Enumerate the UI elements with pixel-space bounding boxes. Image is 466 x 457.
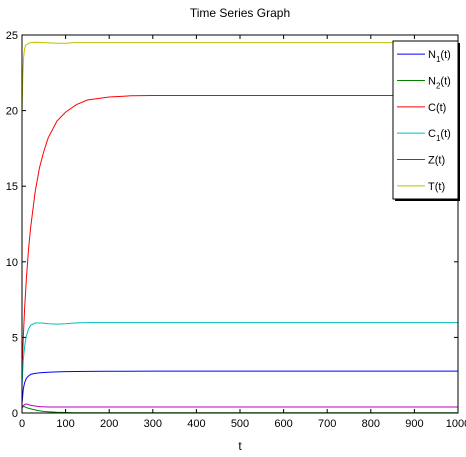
x-tick-label: 400 [187, 418, 205, 430]
series-line-6 [21, 41, 458, 114]
y-tick-label: 10 [6, 257, 18, 269]
y-tick-label: 25 [6, 30, 18, 42]
x-axis-title: t [238, 439, 242, 453]
x-tick-label: 900 [405, 418, 423, 430]
y-tick-label: 0 [12, 408, 18, 420]
series-line-4 [21, 322, 458, 386]
legend-label-4: C1(t) [428, 128, 451, 143]
x-tick-label: 300 [144, 418, 162, 430]
series-line-1 [21, 370, 458, 404]
x-tick-label: 100 [56, 418, 74, 430]
x-tick-label: 200 [100, 418, 118, 430]
y-tick-label: 5 [12, 332, 18, 344]
legend: N1(t) N2(t) C(t) C1(t) Z(t) T(t) [392, 40, 460, 201]
x-tick-label: 800 [362, 418, 380, 430]
x-tick-label: 0 [19, 418, 25, 430]
x-tick-label: 700 [318, 418, 336, 430]
legend-box [392, 40, 459, 200]
x-tick-label: 500 [231, 418, 249, 430]
legend-label-2: N2(t) [428, 76, 451, 91]
chart-title: Time Series Graph [190, 6, 290, 20]
legend-label-1: N1(t) [428, 49, 451, 64]
series-line-5 [21, 403, 458, 409]
y-tick-label: 20 [6, 106, 18, 118]
y-tick-label: 15 [6, 181, 18, 193]
x-tick-label: 600 [274, 418, 292, 430]
legend-label-6: T(t) [428, 181, 445, 193]
legend-label-5: Z(t) [428, 155, 445, 167]
series-line-3 [21, 95, 458, 371]
legend-label-3: C(t) [428, 102, 446, 114]
